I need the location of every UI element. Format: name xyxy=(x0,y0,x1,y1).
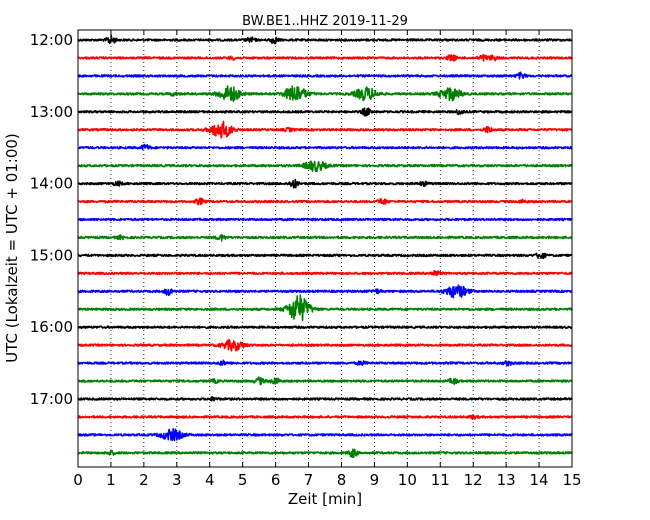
seismic-trace xyxy=(77,414,573,420)
x-tick-label: 8 xyxy=(337,471,347,489)
y-tick-label: 13:00 xyxy=(30,103,73,121)
y-tick-label: 15:00 xyxy=(30,246,73,264)
seismic-trace xyxy=(77,71,573,80)
seismic-trace xyxy=(77,178,573,189)
seismic-trace xyxy=(77,85,573,102)
seismic-trace xyxy=(77,217,573,222)
seismic-trace xyxy=(77,197,573,206)
grid-lines xyxy=(110,30,540,467)
x-tick-label: 3 xyxy=(172,471,182,489)
x-tick-label: 1 xyxy=(106,471,116,489)
seismic-trace xyxy=(77,269,573,277)
x-tick-label: 7 xyxy=(304,471,314,489)
seismic-trace xyxy=(77,252,573,260)
plot-frame xyxy=(77,29,573,468)
seismic-trace xyxy=(77,427,573,442)
chart-title: BW.BE1..HHZ 2019-11-29 xyxy=(242,14,408,29)
plot-background xyxy=(78,30,572,467)
x-tick-label: 10 xyxy=(398,471,417,489)
x-tick-label: 9 xyxy=(370,471,380,489)
seismic-trace xyxy=(77,338,573,352)
y-tick-label: 12:00 xyxy=(30,31,73,49)
x-tick-label: 12 xyxy=(464,471,483,489)
x-tick-label: 11 xyxy=(431,471,450,489)
y-tick-label: 14:00 xyxy=(30,175,73,193)
x-axis-label: Zeit [min] xyxy=(288,490,362,508)
y-axis-label: UTC (Lokalzeit = UTC + 01:00) xyxy=(3,133,21,363)
seismic-trace xyxy=(77,284,573,299)
seismic-trace xyxy=(77,120,573,139)
y-tick-label: 16:00 xyxy=(30,318,73,336)
seismic-trace xyxy=(77,294,573,322)
seismic-trace xyxy=(77,143,573,151)
x-tick-label: 4 xyxy=(205,471,215,489)
seismic-trace xyxy=(77,448,573,459)
x-tick-label: 13 xyxy=(497,471,516,489)
seismic-trace xyxy=(77,396,573,402)
x-tick-label: 0 xyxy=(73,471,83,489)
x-tick-label: 14 xyxy=(530,471,549,489)
y-tick-label: 17:00 xyxy=(30,390,73,408)
trace-group xyxy=(77,34,573,459)
x-tick-label: 5 xyxy=(238,471,248,489)
seismic-trace xyxy=(77,325,573,329)
axis-ticks: 0 1 2 3 4 5 6 7 8 9 10 11 12 13 14 1512:0013:0014:0015:… xyxy=(30,30,582,489)
seismic-trace xyxy=(77,107,573,117)
seismic-trace xyxy=(77,160,573,173)
x-tick-label: 6 xyxy=(271,471,281,489)
seismic-trace xyxy=(77,359,573,367)
x-tick-label: 2 xyxy=(139,471,149,489)
seismic-trace xyxy=(77,376,573,386)
seismic-trace xyxy=(77,54,573,62)
seismic-trace xyxy=(77,234,573,242)
seismic-trace xyxy=(77,34,573,45)
x-tick-label: 15 xyxy=(562,471,581,489)
